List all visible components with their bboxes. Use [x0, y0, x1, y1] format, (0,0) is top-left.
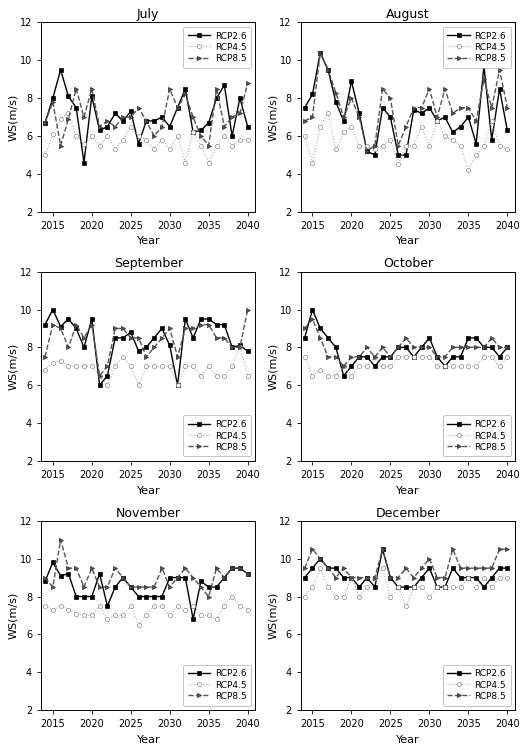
Y-axis label: WS(m/s): WS(m/s) — [8, 93, 19, 141]
X-axis label: Year: Year — [396, 236, 419, 246]
Title: July: July — [137, 8, 160, 21]
X-axis label: Year: Year — [396, 486, 419, 495]
Y-axis label: WS(m/s): WS(m/s) — [8, 592, 19, 639]
Legend: RCP2.6, RCP4.5, RCP8.5: RCP2.6, RCP4.5, RCP8.5 — [183, 27, 251, 68]
X-axis label: Year: Year — [136, 735, 160, 745]
X-axis label: Year: Year — [396, 735, 419, 745]
Y-axis label: WS(m/s): WS(m/s) — [268, 592, 278, 639]
Legend: RCP2.6, RCP4.5, RCP8.5: RCP2.6, RCP4.5, RCP8.5 — [443, 27, 510, 68]
Legend: RCP2.6, RCP4.5, RCP8.5: RCP2.6, RCP4.5, RCP8.5 — [183, 416, 251, 456]
X-axis label: Year: Year — [136, 486, 160, 495]
Legend: RCP2.6, RCP4.5, RCP8.5: RCP2.6, RCP4.5, RCP8.5 — [443, 665, 510, 706]
Title: December: December — [376, 507, 441, 520]
Title: October: October — [383, 258, 433, 270]
Title: August: August — [386, 8, 430, 21]
Title: November: November — [116, 507, 181, 520]
Legend: RCP2.6, RCP4.5, RCP8.5: RCP2.6, RCP4.5, RCP8.5 — [443, 416, 510, 456]
Y-axis label: WS(m/s): WS(m/s) — [8, 343, 19, 390]
Y-axis label: WS(m/s): WS(m/s) — [268, 93, 278, 141]
Title: September: September — [114, 258, 183, 270]
Y-axis label: WS(m/s): WS(m/s) — [268, 343, 278, 390]
Legend: RCP2.6, RCP4.5, RCP8.5: RCP2.6, RCP4.5, RCP8.5 — [183, 665, 251, 706]
X-axis label: Year: Year — [136, 236, 160, 246]
